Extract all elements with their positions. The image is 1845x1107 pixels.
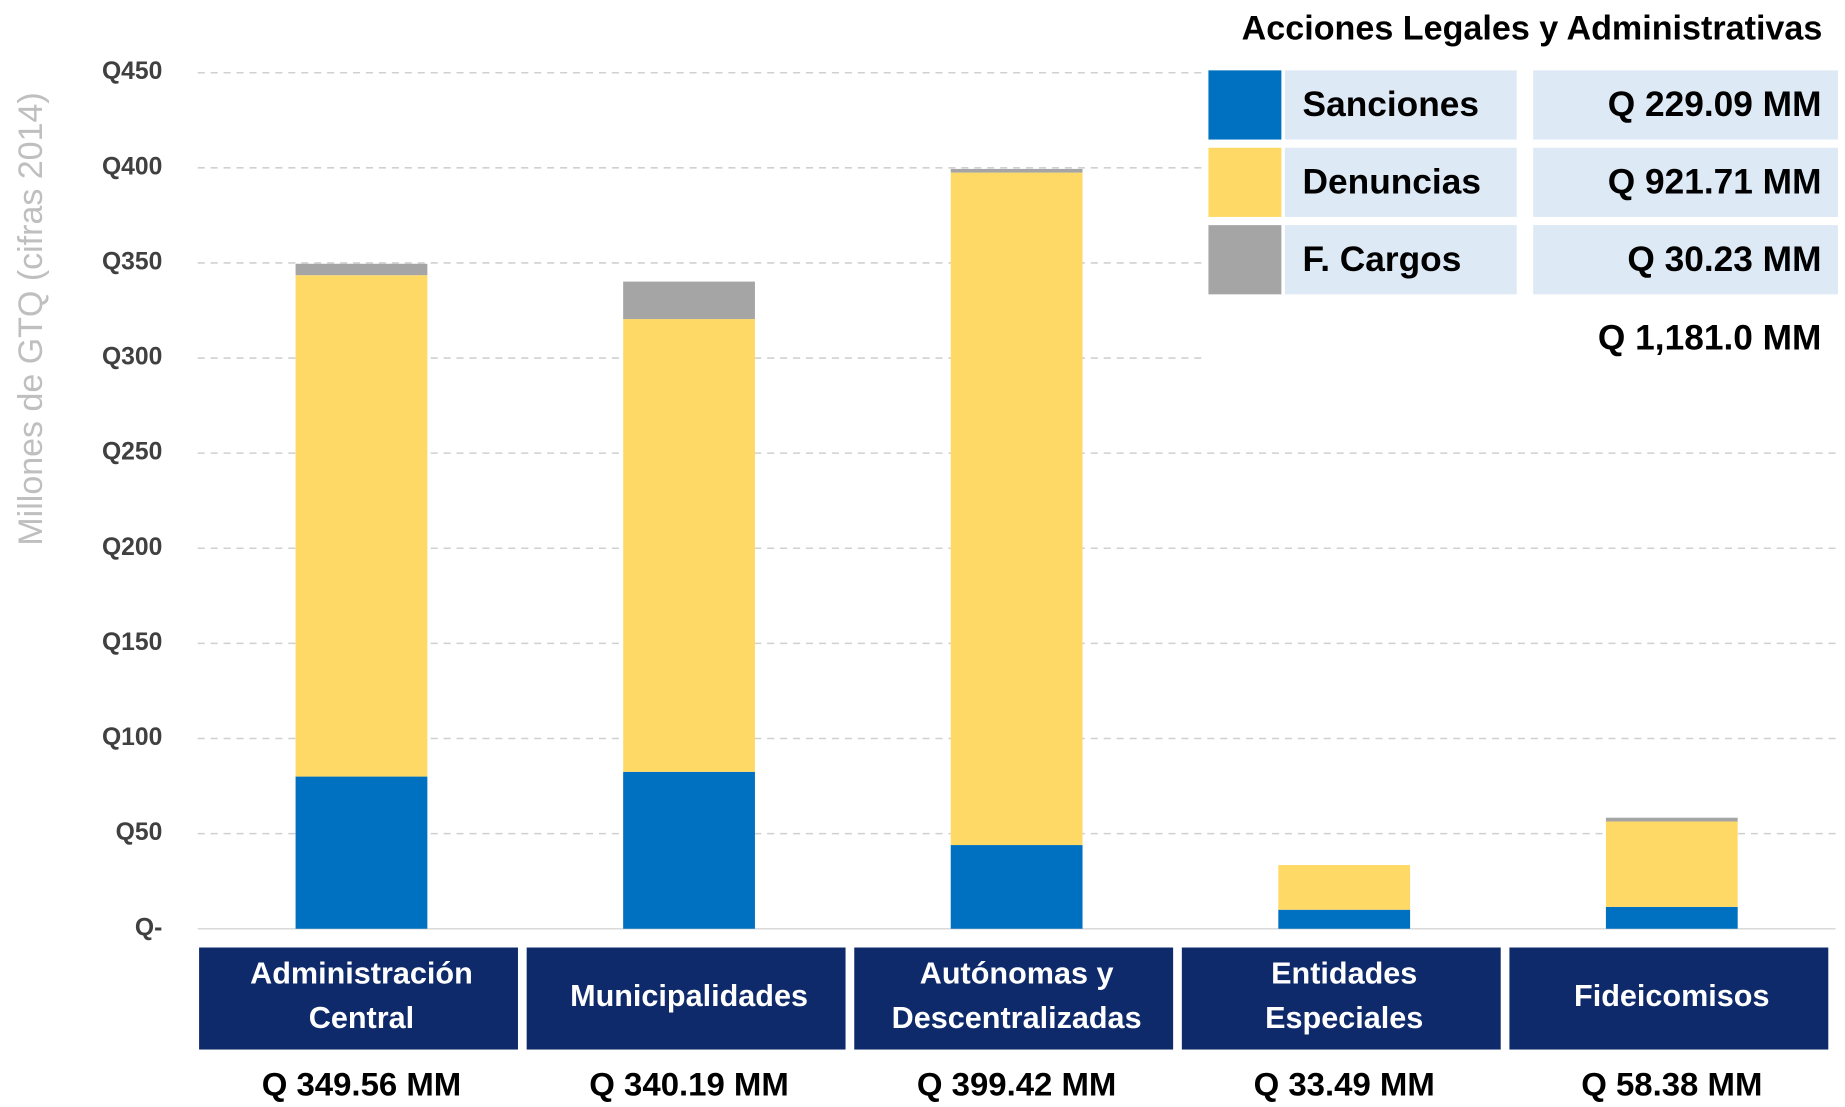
legend-name: F. Cargos [1303, 240, 1462, 279]
bar-segment [623, 281, 755, 320]
bar-segment [295, 275, 428, 777]
category-box [199, 947, 518, 1050]
y-tick-label: Q50 [116, 819, 163, 846]
x-tick-label: Administración Central [250, 957, 473, 1036]
grand-total: Q 1,181.0 MM [1598, 318, 1822, 357]
category-box [1509, 947, 1829, 1050]
legend-swatch [1208, 147, 1282, 217]
x-tick-label: Municipalidades [570, 979, 808, 1013]
y-tick-label: Q250 [102, 439, 162, 466]
total-label: Q 399.42 MM [917, 1066, 1117, 1103]
total-label: Q 340.19 MM [589, 1066, 789, 1103]
bar-segment [295, 776, 428, 929]
x-tick-label-line: Central [309, 1001, 414, 1035]
x-tick-label-line: Entidades [1271, 957, 1417, 991]
legend-title: Acciones Legales y Administrativas [1242, 10, 1823, 48]
x-tick-label-line: Autónomas y [920, 957, 1114, 991]
legend-value-cell [1533, 225, 1838, 295]
x-tick-label-line: Descentralizadas [892, 1001, 1142, 1035]
y-tick-label: Q350 [102, 248, 162, 275]
total-label: Q 349.56 MM [262, 1066, 462, 1103]
bar-segment [1278, 865, 1411, 910]
legend-name-cell [1284, 147, 1517, 217]
x-tick-label: Entidades Especiales [1265, 957, 1423, 1036]
legend-name: Sanciones [1303, 85, 1479, 124]
y-axis-label: Millones de GTQ (cifras 2014) [12, 92, 50, 545]
bar-segment [1278, 909, 1411, 929]
bar-segment [1605, 821, 1738, 907]
y-tick-label: Q- [135, 914, 162, 941]
bar-segment [950, 168, 1083, 173]
y-tick-label: Q100 [102, 724, 162, 751]
x-tick-label-line: Municipalidades [570, 979, 808, 1013]
legend-name-cell [1284, 70, 1517, 140]
total-label: Q 58.38 MM [1581, 1066, 1762, 1103]
x-tick-label-line: Fideicomisos [1574, 979, 1769, 1013]
bar-segment [623, 319, 755, 772]
y-tick-label: Q450 [102, 58, 162, 85]
bar-segment [1605, 906, 1738, 929]
x-tick-label-line: Especiales [1265, 1001, 1423, 1035]
bar-segment [950, 172, 1083, 846]
x-tick-label: Autónomas y Descentralizadas [892, 957, 1142, 1036]
total-label: Q 33.49 MM [1254, 1066, 1435, 1103]
legend-total: Q 921.71 MM [1608, 162, 1822, 201]
category-box [526, 947, 846, 1050]
legend-value-cell [1533, 147, 1838, 217]
y-tick-label: Q150 [102, 629, 162, 656]
y-tick-label: Q200 [102, 534, 162, 561]
x-tick-label: Fideicomisos [1574, 979, 1769, 1013]
legend-name-cell [1284, 225, 1517, 295]
bar-segment [950, 845, 1083, 929]
legend-name: Denuncias [1303, 162, 1481, 201]
legend-swatch [1208, 70, 1282, 140]
y-tick-label: Q400 [102, 153, 162, 180]
bar-segment [1605, 817, 1738, 822]
category-box [1181, 947, 1501, 1050]
legend-swatch [1208, 225, 1282, 295]
y-tick-label: Q300 [102, 344, 162, 371]
bar-segment [295, 263, 428, 276]
category-box [854, 947, 1174, 1050]
x-tick-label-line: Administración [250, 957, 473, 991]
legend-value-cell [1533, 70, 1838, 140]
legend-total: Q 30.23 MM [1627, 240, 1821, 279]
bar-segment [623, 771, 755, 929]
legend-total: Q 229.09 MM [1608, 85, 1822, 124]
